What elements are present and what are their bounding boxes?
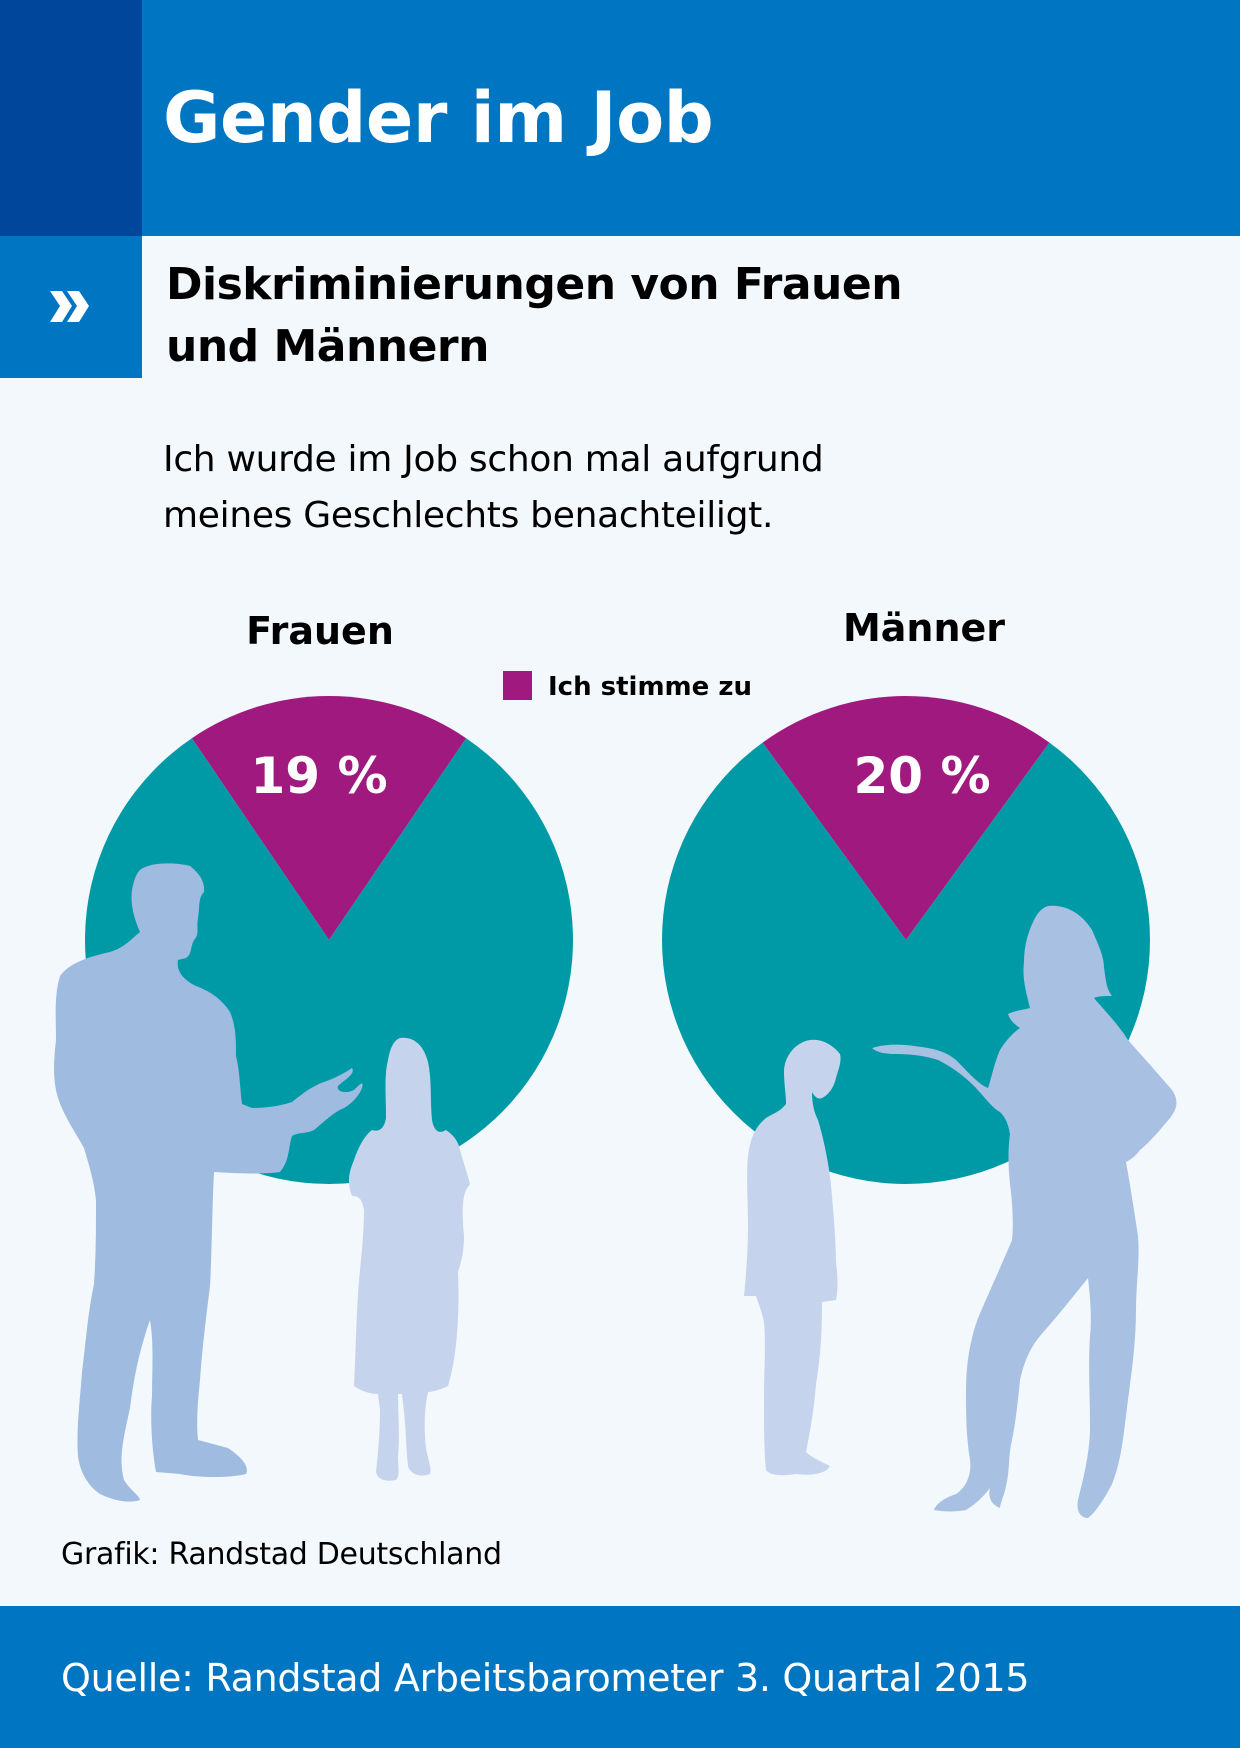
subtitle-line-1: Diskriminierungen von Frauen: [166, 259, 903, 310]
pie-slice-agree: [191, 695, 467, 940]
boy-silhouette-icon: [744, 1039, 841, 1476]
pie-value-label-frauen: 19 %: [250, 747, 387, 805]
footer-band: [0, 1606, 1240, 1748]
graphic-credit: Grafik: Randstad Deutschland: [61, 1537, 502, 1572]
woman-gesturing-silhouette-icon: [872, 905, 1177, 1518]
survey-question: Ich wurde im Job schon mal aufgrund mein…: [163, 432, 824, 544]
legend-swatch: [503, 671, 532, 700]
pie-value-label-maenner: 20 %: [853, 747, 990, 805]
pie-charts: Frauen Männer Ich stimme zu 19 % 20 %: [54, 606, 1177, 1518]
question-line-2: meines Geschlechts benachteiligt.: [163, 495, 774, 536]
pie-title-maenner: Männer: [843, 606, 1005, 650]
question-line-1: Ich wurde im Job schon mal aufgrund: [163, 439, 824, 480]
man-silhouette-icon: [54, 863, 363, 1502]
legend-label: Ich stimme zu: [548, 672, 752, 702]
woman-silhouette-icon: [348, 1037, 470, 1481]
header-accent-block: [0, 0, 142, 236]
double-chevron-right-icon: [50, 291, 89, 322]
pie-slice-agree: [762, 695, 1050, 940]
page-title: Gender im Job: [163, 77, 714, 159]
header-band: [0, 0, 1240, 236]
source-note: Quelle: Randstad Arbeitsbarometer 3. Qua…: [61, 1656, 1030, 1700]
subtitle: Diskriminierungen von Frauen und Männern: [166, 254, 903, 378]
pie-title-frauen: Frauen: [246, 609, 394, 653]
subtitle-line-2: und Männern: [166, 321, 489, 372]
